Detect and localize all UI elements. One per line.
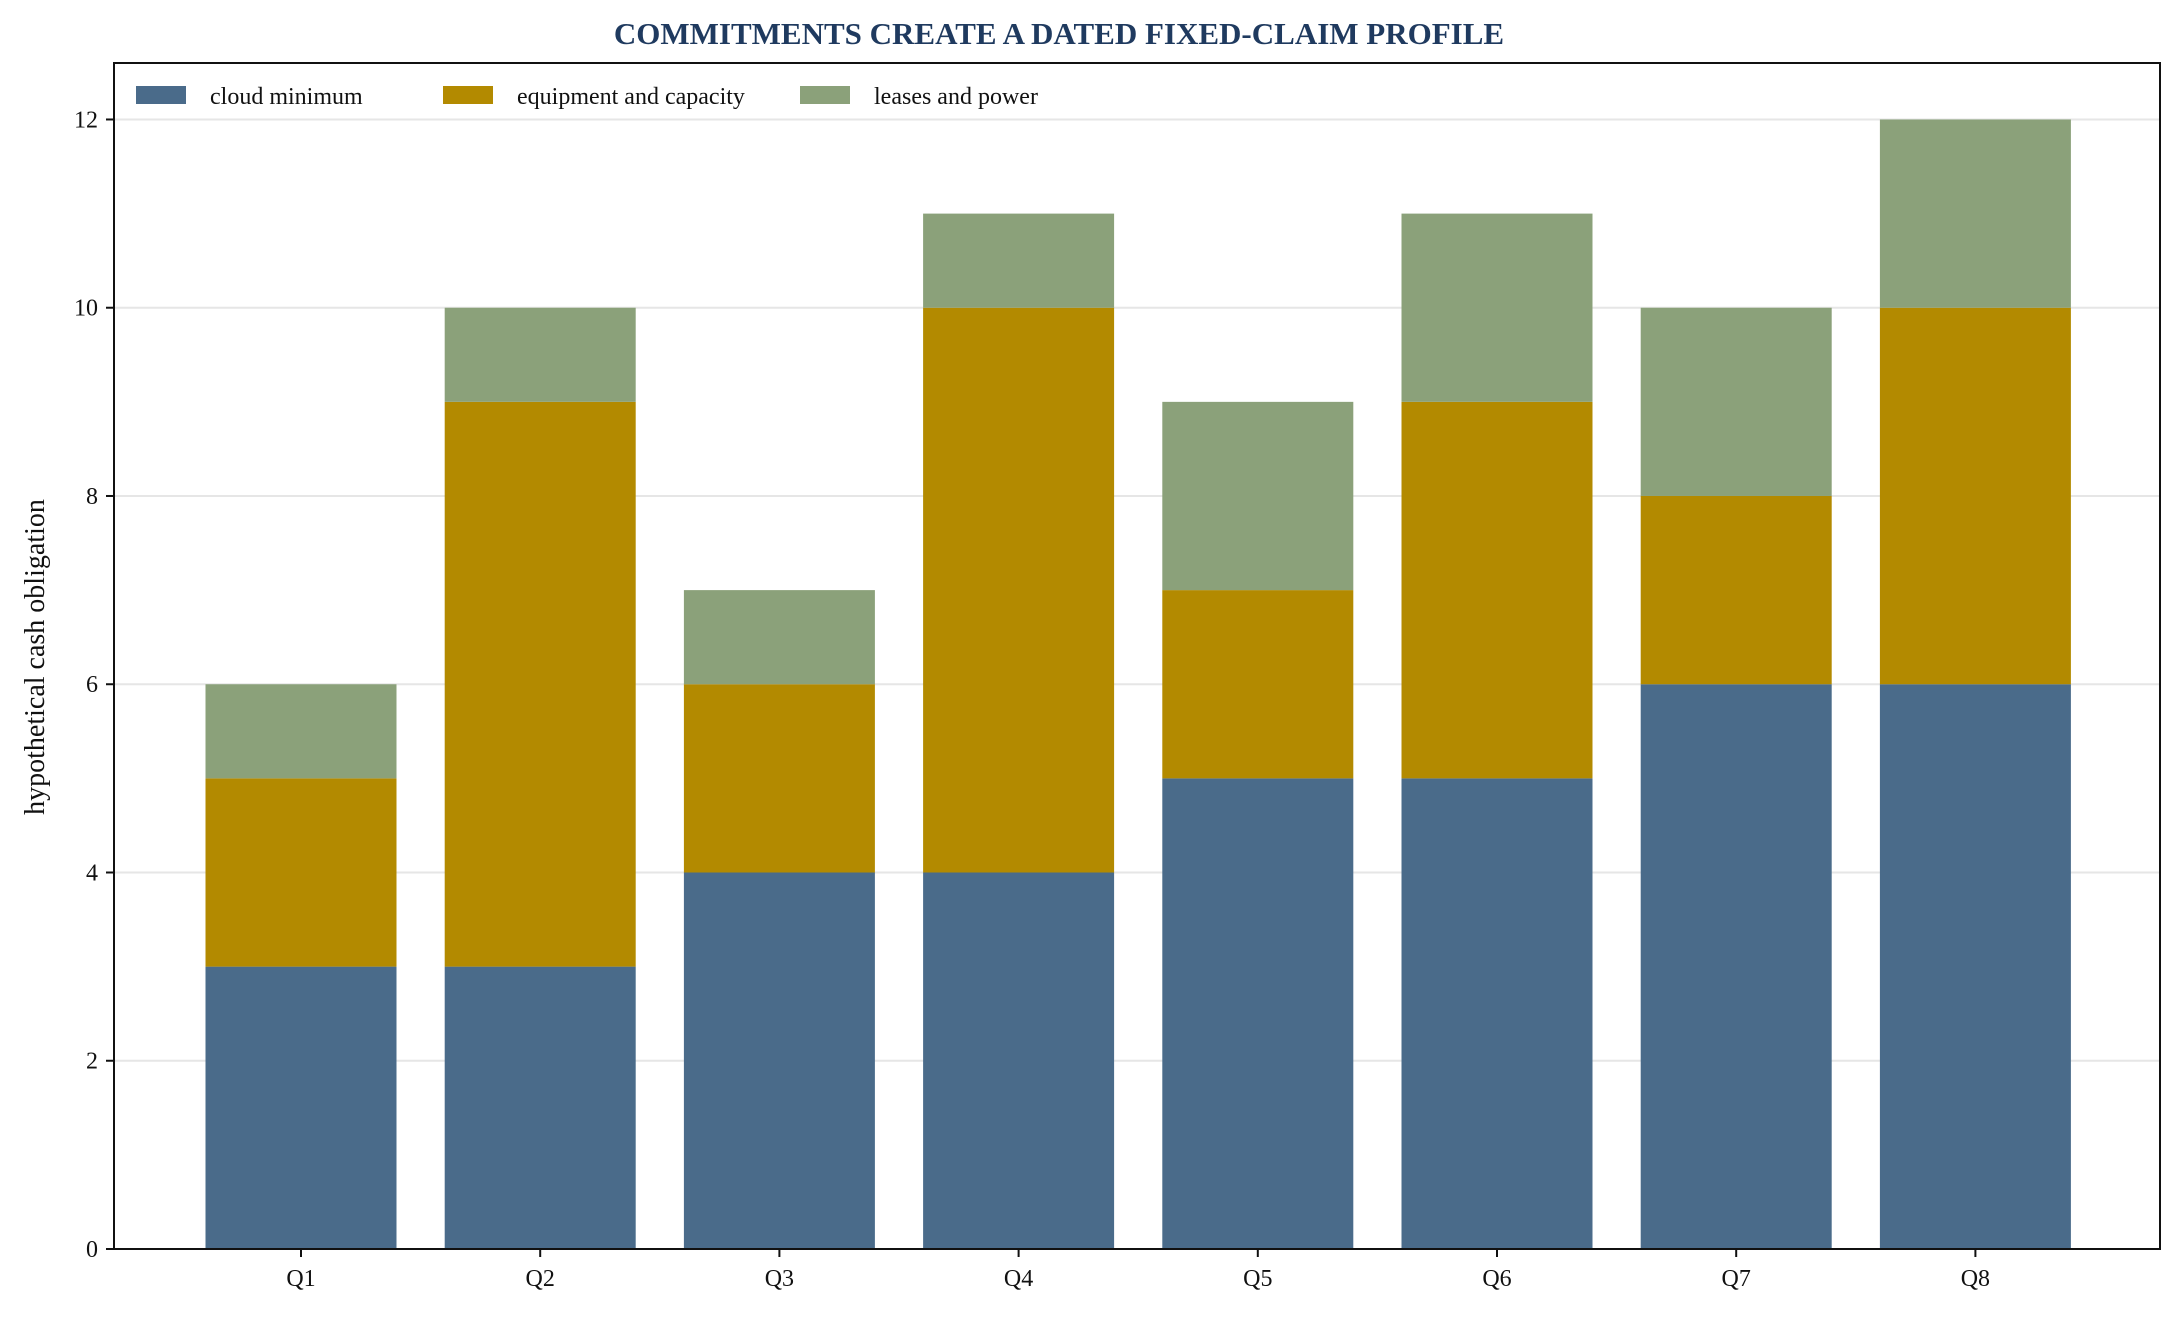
bar-q1-series-1 — [205, 778, 397, 967]
bar-q8-series-0 — [1879, 684, 2071, 1249]
bar-q2-series-1 — [444, 401, 636, 967]
legend-swatch-0 — [136, 86, 186, 104]
chart-title: COMMITMENTS CREATE A DATED FIXED-CLAIM P… — [614, 16, 1504, 51]
legend-label-2: leases and power — [874, 84, 1038, 110]
x-tick-label-q5: Q5 — [1243, 1266, 1272, 1292]
legend: cloud minimum equipment and capacity lease… — [136, 84, 1038, 110]
bar-q5-series-0 — [1162, 778, 1354, 1249]
axes — [113, 62, 2161, 1250]
y-tick-label-4: 4 — [86, 860, 98, 886]
x-tick-label-q8: Q8 — [1961, 1266, 1990, 1292]
bar-q7-series-1 — [1640, 495, 1832, 685]
bar-q2-series-0 — [444, 966, 636, 1249]
legend-label-0: cloud minimum — [210, 84, 363, 110]
bar-q7-series-2 — [1640, 307, 1832, 496]
x-tick-label-q6: Q6 — [1482, 1266, 1511, 1292]
y-axis-label: hypothetical cash obligation — [20, 499, 51, 815]
x-tick-label-q3: Q3 — [765, 1266, 794, 1292]
plot-frame — [113, 62, 2161, 1250]
grid-lines — [114, 118, 2160, 1062]
x-tick-label-q2: Q2 — [526, 1266, 555, 1292]
bar-q8-series-2 — [1879, 119, 2071, 308]
bar-q8-series-1 — [1879, 307, 2071, 685]
bar-q3-series-0 — [683, 872, 875, 1249]
x-tick-label-q4: Q4 — [1004, 1266, 1033, 1292]
bar-q6-series-0 — [1401, 778, 1593, 1249]
y-tick-label-12: 12 — [74, 107, 98, 133]
bar-q3-series-2 — [683, 590, 875, 685]
legend-swatch-2 — [800, 86, 850, 104]
y-tick-label-6: 6 — [86, 672, 98, 698]
bar-q3-series-1 — [683, 684, 875, 873]
bar-q2-series-2 — [444, 307, 636, 402]
bar-q7-series-0 — [1640, 684, 1832, 1249]
bar-q4-series-0 — [923, 872, 1115, 1249]
y-tick-label-2: 2 — [86, 1049, 98, 1075]
bar-q5-series-1 — [1162, 590, 1354, 779]
bar-q4-series-1 — [923, 307, 1115, 873]
y-tick-label-10: 10 — [74, 296, 98, 322]
bar-q5-series-2 — [1162, 401, 1354, 591]
tick-labels: 0 2 4 6 8 10 12 Q1 Q2 Q3 Q4 Q5 Q6 Q7 Q8 — [74, 107, 1990, 1292]
x-tick-label-q1: Q1 — [286, 1266, 315, 1292]
bar-q6-series-2 — [1401, 213, 1593, 402]
bar-q6-series-1 — [1401, 401, 1593, 779]
legend-swatch-1 — [443, 86, 493, 104]
x-tick-label-q7: Q7 — [1722, 1266, 1751, 1292]
y-tick-label-8: 8 — [86, 484, 98, 510]
y-tick-label-0: 0 — [86, 1237, 98, 1263]
bar-q1-series-0 — [205, 966, 397, 1249]
bar-q4-series-2 — [923, 213, 1115, 308]
legend-label-1: equipment and capacity — [517, 84, 745, 110]
bar-q1-series-2 — [205, 684, 397, 779]
bars — [205, 119, 2071, 1249]
